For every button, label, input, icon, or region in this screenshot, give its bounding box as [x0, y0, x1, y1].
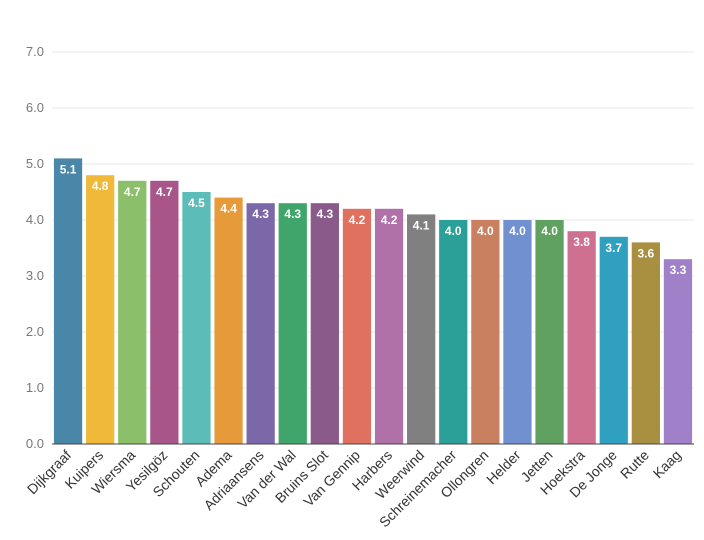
- bar: [86, 175, 115, 444]
- bar: [631, 242, 660, 444]
- bar: [471, 220, 500, 444]
- data-label: 4.7: [156, 185, 173, 199]
- y-tick-label: 0.0: [26, 436, 44, 451]
- bars: [53, 158, 693, 445]
- bar: [214, 197, 243, 444]
- bar: [407, 214, 436, 444]
- bar: [278, 203, 307, 444]
- data-label: 4.3: [252, 207, 269, 221]
- x-tick-label: Helder: [483, 447, 524, 488]
- y-tick-label: 5.0: [26, 156, 44, 171]
- bar: [599, 236, 628, 444]
- data-label: 4.0: [477, 224, 494, 238]
- bar: [118, 180, 147, 445]
- bar: [53, 158, 83, 444]
- bar: [535, 220, 564, 444]
- data-label: 4.0: [541, 224, 558, 238]
- bar: [439, 220, 468, 444]
- data-label: 4.4: [220, 202, 237, 216]
- data-label: 4.5: [188, 196, 205, 210]
- y-tick-label: 3.0: [26, 268, 44, 283]
- y-tick-label: 7.0: [26, 44, 44, 59]
- y-axis-tick-labels: 0.0 1.0 2.0 3.0 4.0 5.0 6.0 7.0: [26, 44, 44, 451]
- y-tick-label: 4.0: [26, 212, 44, 227]
- x-tick-label: Dijkgraaf: [24, 447, 74, 497]
- bar: [663, 259, 693, 444]
- bar: [503, 220, 532, 444]
- data-label: 4.3: [284, 207, 301, 221]
- x-tick-label: Rutte: [617, 447, 652, 482]
- y-tick-label: 6.0: [26, 100, 44, 115]
- data-label: 4.3: [317, 207, 334, 221]
- data-label: 5.1: [60, 162, 77, 176]
- bar: [342, 208, 372, 444]
- data-label: 4.2: [381, 213, 398, 227]
- x-axis-tick-labels: DijkgraafKuipersWiersmaYesilgözSchoutenA…: [24, 447, 684, 531]
- bar: [182, 192, 211, 444]
- x-tick-label: Kaag: [650, 447, 684, 481]
- bar: [246, 203, 275, 444]
- gridlines: [52, 51, 694, 389]
- data-label: 4.2: [349, 213, 366, 227]
- data-label: 4.7: [124, 185, 141, 199]
- y-tick-label: 1.0: [26, 380, 44, 395]
- bar: [567, 231, 596, 444]
- data-label: 4.0: [445, 224, 462, 238]
- data-label: 4.1: [413, 218, 430, 232]
- data-label: 3.8: [573, 235, 590, 249]
- data-labels: 5.1 4.8 4.7 4.7 4.5 4.4 4.3 4.3 4.3 4.2 4.2 4.1 4.0 4…: [60, 162, 687, 277]
- data-label: 4.0: [509, 224, 526, 238]
- data-label: 3.7: [605, 241, 622, 255]
- data-label: 3.6: [638, 246, 655, 260]
- bar: [310, 203, 339, 444]
- y-tick-label: 2.0: [26, 324, 44, 339]
- bar: [150, 180, 179, 445]
- data-label: 3.3: [670, 263, 687, 277]
- bar: [374, 208, 404, 444]
- data-label: 4.8: [92, 179, 109, 193]
